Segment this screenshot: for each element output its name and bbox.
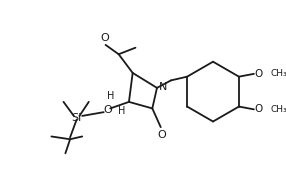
Text: CH₃: CH₃ <box>271 105 286 114</box>
Text: N: N <box>158 82 167 92</box>
Text: O: O <box>255 104 263 114</box>
Text: H: H <box>118 106 125 116</box>
Text: H: H <box>107 91 114 101</box>
Text: O: O <box>100 33 109 43</box>
Text: O: O <box>255 69 263 79</box>
Text: Si: Si <box>72 113 82 123</box>
Text: CH₃: CH₃ <box>271 69 286 78</box>
Text: O: O <box>103 105 112 115</box>
Text: O: O <box>157 130 166 140</box>
